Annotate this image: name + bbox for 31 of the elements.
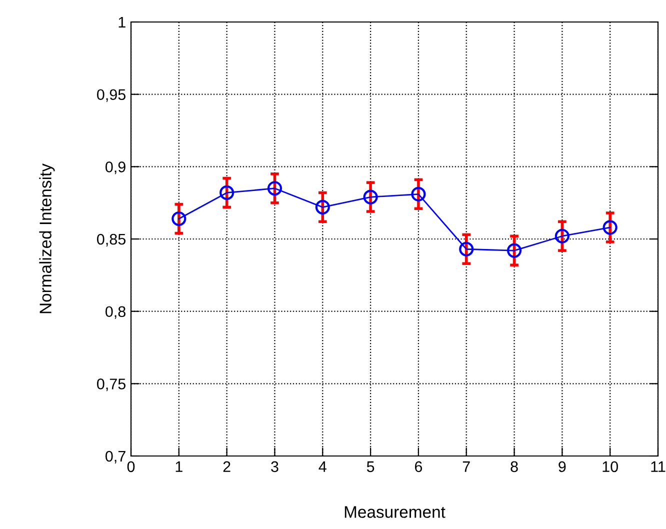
- y-tick-label: 0,9: [106, 162, 126, 174]
- y-tick-label: 0,95: [97, 89, 126, 102]
- x-tick-label: 7: [462, 461, 470, 472]
- x-tick-label: 11: [651, 461, 666, 472]
- x-tick-label: 4: [318, 461, 326, 472]
- x-tick-label: 5: [366, 461, 374, 472]
- x-tick-label: 9: [558, 461, 566, 472]
- y-tick-label: 0,85: [97, 234, 126, 246]
- point: [554, 228, 570, 244]
- point: [363, 190, 378, 204]
- x-tick-label: 1: [176, 461, 182, 472]
- x-tick-label: 10: [602, 461, 618, 472]
- y-tick-label: 1: [118, 17, 126, 28]
- y-tick-label: 0,75: [97, 378, 126, 392]
- x-tick-label: 2: [223, 461, 230, 472]
- point: [602, 220, 618, 235]
- point: [411, 186, 426, 202]
- x-axis-title: Measurement: [344, 506, 446, 518]
- point: [220, 185, 234, 200]
- x-tick-label: 0: [127, 461, 135, 472]
- x-tick-label: 6: [414, 461, 422, 472]
- x-tick-label: 3: [271, 461, 278, 472]
- y-axis-title: Normalized Intensity: [39, 164, 55, 314]
- point: [315, 200, 330, 214]
- point: [267, 181, 282, 196]
- point: [172, 211, 186, 226]
- point: [459, 242, 474, 256]
- y-tick-label: 0,7: [106, 450, 126, 464]
- point: [506, 243, 522, 258]
- y-tick-label: 0,8: [106, 306, 126, 319]
- x-tick-label: 8: [510, 461, 518, 472]
